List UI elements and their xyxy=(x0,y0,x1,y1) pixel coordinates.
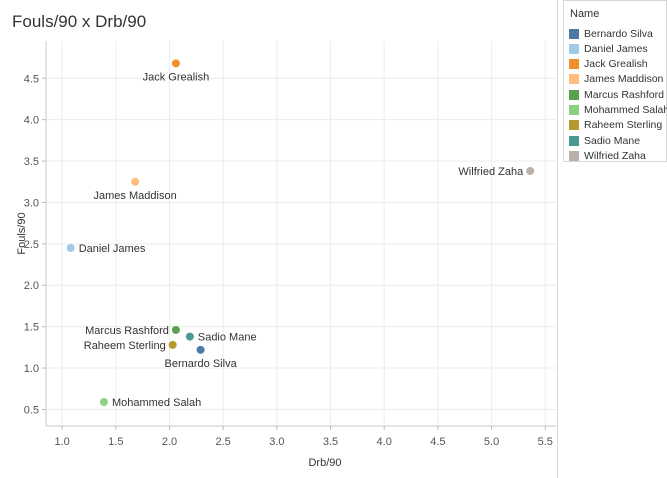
data-point xyxy=(131,177,140,186)
legend-swatch xyxy=(569,120,579,131)
x-tick-label: 4.0 xyxy=(377,436,392,448)
y-tick-label: 2.0 xyxy=(24,280,39,292)
legend-label: Marcus Rashford xyxy=(584,88,664,101)
legend-item[interactable]: Raheem Sterling xyxy=(569,118,662,133)
legend-item[interactable]: Daniel James xyxy=(569,41,648,56)
x-tick-label: 2.0 xyxy=(162,436,177,448)
y-tick-label: 1.0 xyxy=(24,363,39,375)
legend-item[interactable]: Marcus Rashford xyxy=(569,87,664,102)
legend-item[interactable]: Wilfried Zaha xyxy=(569,148,646,163)
y-tick-label: 4.0 xyxy=(24,115,39,127)
point-label: Jack Grealish xyxy=(143,71,210,83)
y-tick-label: 2.5 xyxy=(24,239,39,251)
y-tick-label: 3.0 xyxy=(24,197,39,209)
legend-swatch xyxy=(569,59,579,70)
legend-item[interactable]: Jack Grealish xyxy=(569,57,648,72)
x-tick-label: 1.0 xyxy=(54,436,69,448)
point-label: James Maddison xyxy=(94,190,177,202)
x-tick-label: 3.5 xyxy=(323,436,338,448)
data-point xyxy=(526,166,535,175)
data-point xyxy=(171,59,180,68)
y-tick-label: 1.5 xyxy=(24,322,39,334)
legend-label: Jack Grealish xyxy=(584,58,648,71)
x-tick-label: 3.0 xyxy=(269,436,284,448)
data-point xyxy=(171,325,180,334)
y-axis-title: Fouls/90 xyxy=(16,212,28,254)
x-tick-label: 2.5 xyxy=(216,436,231,448)
legend-label: Bernardo Silva xyxy=(584,27,653,40)
data-point xyxy=(196,345,205,354)
y-tick-label: 3.5 xyxy=(24,156,39,168)
legend-title: Name xyxy=(570,8,600,20)
legend-label: Raheem Sterling xyxy=(584,119,663,132)
chart-title: Fouls/90 x Drb/90 xyxy=(12,12,147,31)
data-point xyxy=(66,243,75,252)
legend-item[interactable]: Sadio Mane xyxy=(569,133,640,148)
data-point xyxy=(185,332,194,341)
plot-area xyxy=(46,41,556,426)
point-label: Sadio Mane xyxy=(198,332,257,344)
data-point xyxy=(168,340,177,349)
legend-item[interactable]: Mohammed Salah xyxy=(569,103,667,118)
x-axis-title: Drb/90 xyxy=(308,457,341,469)
point-label: Daniel James xyxy=(79,243,146,255)
y-tick-label: 0.5 xyxy=(24,404,39,416)
legend-label: Sadio Mane xyxy=(584,134,641,147)
x-tick-label: 1.5 xyxy=(108,436,123,448)
y-tick-label: 4.5 xyxy=(24,73,39,85)
legend-label: Daniel James xyxy=(584,42,648,55)
legend-swatch xyxy=(569,74,579,85)
point-label: Wilfried Zaha xyxy=(458,166,524,178)
legend-swatch xyxy=(569,135,579,146)
legend-label: Mohammed Salah xyxy=(584,104,667,116)
legend: Name Bernardo Silva Daniel James Jack Grea… xyxy=(563,0,667,162)
x-tick-label: 4.5 xyxy=(430,436,445,448)
point-label: Mohammed Salah xyxy=(112,397,201,409)
x-tick-label: 5.0 xyxy=(484,436,499,448)
legend-label: Wilfried Zaha xyxy=(584,149,646,162)
legend-swatch xyxy=(569,28,579,39)
point-label: Marcus Rashford xyxy=(85,325,169,337)
point-label: Raheem Sterling xyxy=(84,340,166,352)
point-label: Bernardo Silva xyxy=(165,358,238,370)
legend-swatch xyxy=(569,150,579,161)
data-point xyxy=(99,397,108,406)
legend-swatch xyxy=(569,43,579,54)
legend-label: James Maddison xyxy=(584,73,664,86)
legend-swatch xyxy=(569,89,579,100)
x-tick-label: 5.5 xyxy=(538,436,553,448)
legend-item[interactable]: Bernardo Silva xyxy=(569,26,653,41)
legend-item[interactable]: James Maddison xyxy=(569,72,663,87)
scatter-plot: 1.0 1.5 2.0 2.5 3.0 3.5 4.0 4.5 5.0 5.5 0.5 1.0 1.5 2… xyxy=(16,41,556,469)
legend-swatch xyxy=(569,105,579,115)
chart-panel: Fouls/90 x Drb/90 1.0 1.5 2.0 2.5 3.0 3.5 4.0 4… xyxy=(12,0,558,478)
